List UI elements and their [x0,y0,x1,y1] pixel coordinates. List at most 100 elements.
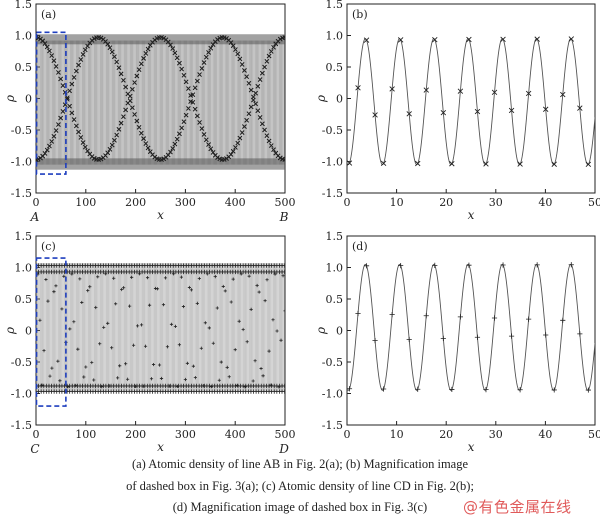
data-point-487 [231,277,235,281]
data-point-497 [251,379,255,383]
data-point-439 [135,324,140,328]
data-point-437 [132,343,136,347]
x-tick-label-0: 0 [33,428,40,441]
data-point-8 [415,160,421,167]
corner-label-right: D [278,442,289,456]
data-point-399 [56,359,60,363]
data-point-330 [152,154,158,160]
data-point-419 [251,97,256,103]
data-point-510 [277,385,281,389]
data-point-430 [264,133,270,138]
data-point-20 [517,161,523,167]
data-point-395 [48,374,52,378]
data-point-458 [173,324,178,328]
panel-b: 0 10 20 30 40 50 -1.5 -1.0 -0.5 0 0.5 1.0 1.5 x ρ (b) [314,0,600,222]
data-point-291 [107,146,113,152]
data-point-407 [72,320,76,324]
data-point-21 [526,316,532,322]
data-point-405 [235,140,241,146]
y-axis-label: ρ [3,95,17,103]
data-point-478 [213,275,217,279]
data-point-312 [132,112,137,117]
data-point-308 [127,98,133,104]
data-point-436 [130,275,134,279]
data-point-504 [265,278,269,282]
data-point-344 [168,149,173,155]
data-point-399 [228,152,234,157]
data-point-361 [186,86,191,91]
data-point-295 [112,138,117,143]
y-tick-label-1.5: 1.5 [15,230,33,243]
data-point-477 [211,341,215,345]
data-point-433 [266,53,272,59]
data-point-265 [78,135,84,140]
x-tick-label-500: 500 [275,428,296,441]
x-tick-label-100: 100 [75,428,96,441]
data-point-452 [161,303,166,307]
data-point-476 [209,385,213,389]
data-point-358 [183,112,189,118]
data-point-387 [215,155,220,160]
data-point-508 [273,272,277,276]
data-point-450 [157,363,162,367]
data-point-327 [147,43,153,48]
y-axis-label: ρ [314,327,328,335]
data-point-460 [177,343,182,347]
x-axis-label: x [157,208,164,222]
data-point-396 [50,366,54,370]
data-point-421 [253,90,258,96]
data-point-304 [123,84,128,90]
data-point-485 [227,375,231,379]
data-point-442 [277,155,283,161]
data-point-372 [199,66,205,71]
x-tick-label-10: 10 [390,428,404,441]
corner-label-right: B [279,210,289,224]
data-point-235 [44,44,50,50]
data-point-300 [118,71,124,77]
data-point-438 [134,384,138,388]
x-tick-label-0: 0 [344,196,351,209]
panel-d: 0 10 20 30 40 50 -1.5 -1.0 -0.5 0 0.5 1.0 1.5 x ρ (d) [314,230,600,454]
data-point-15 [474,334,481,340]
data-point-505 [267,349,271,353]
y-tick-label-0.5: 0.5 [326,61,344,74]
data-point-481 [219,360,223,364]
data-point-404 [66,385,70,389]
series-line [36,40,285,165]
data-point-27 [577,105,583,111]
data-point-429 [116,376,120,380]
data-point-370 [197,72,202,77]
data-point-454 [165,345,170,349]
data-point-293 [109,142,115,148]
panel-label: (a) [41,8,56,21]
y-tick-label-0.5: 0.5 [326,293,344,306]
data-point-299 [116,126,122,132]
data-point-305 [123,107,128,113]
x-tick-label-40: 40 [538,428,552,441]
data-point-416 [90,360,94,365]
data-point-437 [271,45,276,50]
data-point-369 [195,113,200,119]
data-point-414 [86,288,90,293]
x-tick-label-20: 20 [439,196,453,209]
panel-label: (d) [352,240,368,253]
data-point-324 [145,145,151,151]
data-point-427 [112,276,116,280]
data-point-14 [466,36,472,43]
data-point-249 [60,83,66,88]
data-point-453 [163,276,168,280]
data-point-9 [423,87,429,93]
data-point-465 [187,285,191,290]
data-point-350 [174,136,180,142]
data-point-21 [525,90,532,97]
data-point-418 [94,305,98,310]
x-tick-label-200: 200 [125,428,146,441]
data-point-16 [483,387,489,393]
data-point-449 [155,287,160,291]
data-point-27 [577,331,583,337]
data-point-375 [201,132,207,137]
data-point-345 [168,42,173,48]
data-point-261 [74,123,79,129]
data-point-267 [80,140,86,145]
data-point-461 [179,275,184,279]
